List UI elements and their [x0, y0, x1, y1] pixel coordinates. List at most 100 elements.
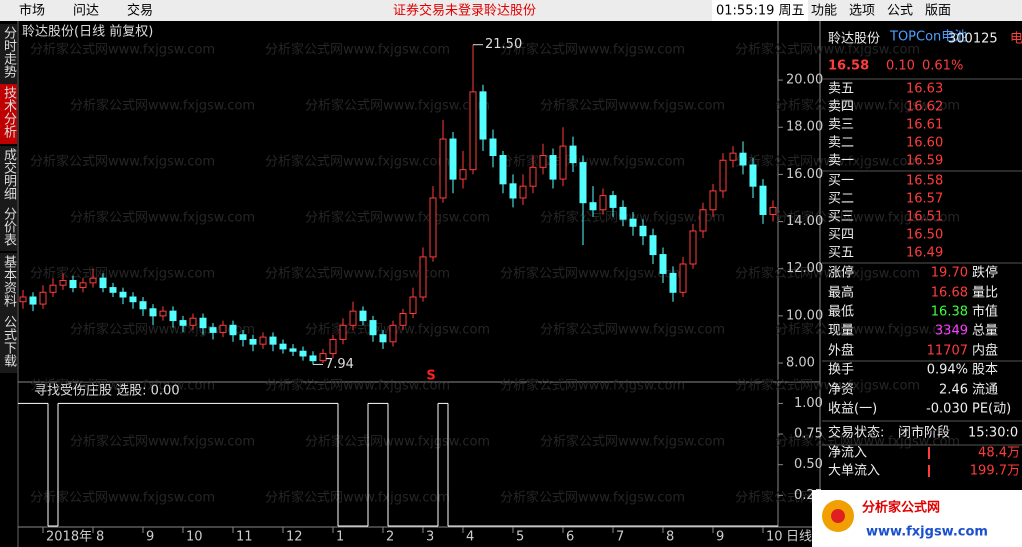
- stat-label: 跌停: [972, 265, 998, 281]
- status-label: 交易状态:: [828, 425, 884, 441]
- x-tick-label: 2: [386, 530, 394, 545]
- candle-body: [389, 324, 397, 343]
- book-price: 16.59: [906, 154, 943, 169]
- stat-value: 0.94%: [927, 363, 968, 378]
- menu-item[interactable]: 功能: [811, 4, 837, 19]
- book-label: 卖一: [828, 154, 854, 169]
- watermark: 分析家公式网www.fxjgsw.com: [30, 42, 215, 58]
- flow-value: 48.4万: [978, 446, 1020, 461]
- candle-body: [499, 155, 507, 185]
- stat-label: 内盘: [972, 343, 998, 359]
- clock-box: [712, 0, 808, 21]
- menu-item[interactable]: 公式: [887, 4, 913, 19]
- menu-item[interactable]: 版面: [925, 4, 951, 19]
- candle-body: [309, 355, 317, 362]
- period-label: 日线: [786, 530, 812, 545]
- stat-label: 净资: [828, 383, 854, 398]
- menu-item[interactable]: 市场: [19, 3, 45, 19]
- watermark: 分析家公式网www.fxjgsw.com: [735, 378, 920, 394]
- side-tab[interactable]: [0, 205, 17, 251]
- book-price: 16.58: [906, 174, 943, 189]
- candle-body: [59, 279, 67, 286]
- watermark: 分析家公式网www.fxjgsw.com: [30, 378, 215, 394]
- y-tick-label: 12.00: [786, 261, 823, 276]
- side-tab[interactable]: [0, 253, 17, 313]
- candle-body: [89, 277, 97, 284]
- y-tick-label: 1.00: [794, 396, 823, 411]
- candle-body: [689, 230, 697, 265]
- side-tab[interactable]: [0, 313, 17, 373]
- watermark: 分析家公式网www.fxjgsw.com: [30, 490, 215, 506]
- candle-body: [729, 152, 737, 161]
- book-label: 卖四: [828, 100, 854, 115]
- side-tab-label[interactable]: 技术分析: [1, 86, 17, 138]
- candle-body: [379, 334, 387, 343]
- stat-value: 3349: [935, 324, 968, 339]
- candle-body: [419, 256, 427, 298]
- stat-label: 股本: [972, 363, 998, 378]
- stat-label: 总量: [972, 324, 998, 339]
- book-label: 买五: [828, 246, 854, 261]
- candle-body: [619, 206, 627, 220]
- candle-body: [139, 301, 147, 310]
- candle-body: [639, 225, 647, 237]
- watermark: 分析家公式网www.fxjgsw.com: [735, 42, 920, 58]
- side-tab-label[interactable]: 公式下载: [1, 315, 17, 368]
- x-tick-label: 11: [236, 530, 253, 545]
- candle-body: [549, 155, 557, 180]
- book-label: 买一: [828, 174, 854, 189]
- candle-body: [429, 197, 437, 258]
- side-tab-label[interactable]: 成交明细: [1, 148, 17, 200]
- stat-label: 市值: [972, 304, 998, 320]
- book-price: 16.63: [906, 82, 943, 97]
- candle-body: [439, 138, 447, 199]
- stat-value: 19.70: [931, 266, 968, 281]
- x-tick-label: 3: [426, 530, 434, 545]
- candle-body: [219, 324, 227, 333]
- book-price: 16.60: [906, 136, 943, 151]
- menu-item[interactable]: 交易: [127, 3, 153, 19]
- watermark: 分析家公式网www.fxjgsw.com: [305, 434, 490, 450]
- logo-url: www.fxjgsw.com: [866, 525, 988, 540]
- annotation-label: 21.50: [485, 37, 522, 52]
- candle-body: [109, 287, 117, 293]
- candle-body: [289, 348, 297, 352]
- side-tab-label[interactable]: 基本资料: [1, 255, 17, 307]
- side-tab-label[interactable]: 分价表: [1, 207, 17, 246]
- y-tick-label: 20.00: [786, 73, 823, 88]
- candle-body: [19, 296, 27, 303]
- candle-body: [79, 282, 87, 289]
- side-tab[interactable]: [0, 24, 17, 84]
- stat-label: 涨停: [828, 265, 854, 281]
- x-tick-label: 7: [616, 530, 624, 545]
- candle-body: [29, 296, 37, 305]
- candle-body: [699, 209, 707, 232]
- stat-label: 最高: [828, 285, 854, 301]
- stock-name: 聆达股份: [828, 32, 880, 47]
- logo-icon: [831, 509, 845, 523]
- stat-label: 换手: [828, 363, 854, 378]
- side-tab[interactable]: [0, 146, 17, 206]
- stat-value: 16.38: [931, 305, 968, 320]
- x-tick-label: 2018年: [46, 530, 92, 545]
- candle-body: [449, 138, 457, 180]
- side-tab-label[interactable]: 分时走势: [1, 26, 17, 79]
- candle-body: [759, 185, 767, 215]
- watermark: 分析家公式网www.fxjgsw.com: [70, 210, 255, 226]
- x-tick-label: 1: [336, 530, 344, 545]
- candle-body: [609, 195, 617, 208]
- candle-body: [159, 310, 167, 317]
- watermark: 分析家公式网www.fxjgsw.com: [500, 378, 685, 394]
- menu-item[interactable]: 问达: [73, 4, 99, 19]
- menu-item[interactable]: 选项: [849, 4, 875, 19]
- watermark: 分析家公式网www.fxjgsw.com: [735, 266, 920, 282]
- book-label: 卖二: [828, 136, 854, 151]
- content: 分析家公式网www.fxjgsw.com 分析家公式网www.fxjgsw.com…: [0, 3, 1022, 547]
- extra: 电: [1010, 32, 1022, 47]
- side-tab[interactable]: [0, 84, 17, 144]
- book-price: 16.49: [906, 246, 943, 261]
- y-tick-label: 14.00: [786, 214, 823, 229]
- x-tick-label: 8: [666, 530, 674, 545]
